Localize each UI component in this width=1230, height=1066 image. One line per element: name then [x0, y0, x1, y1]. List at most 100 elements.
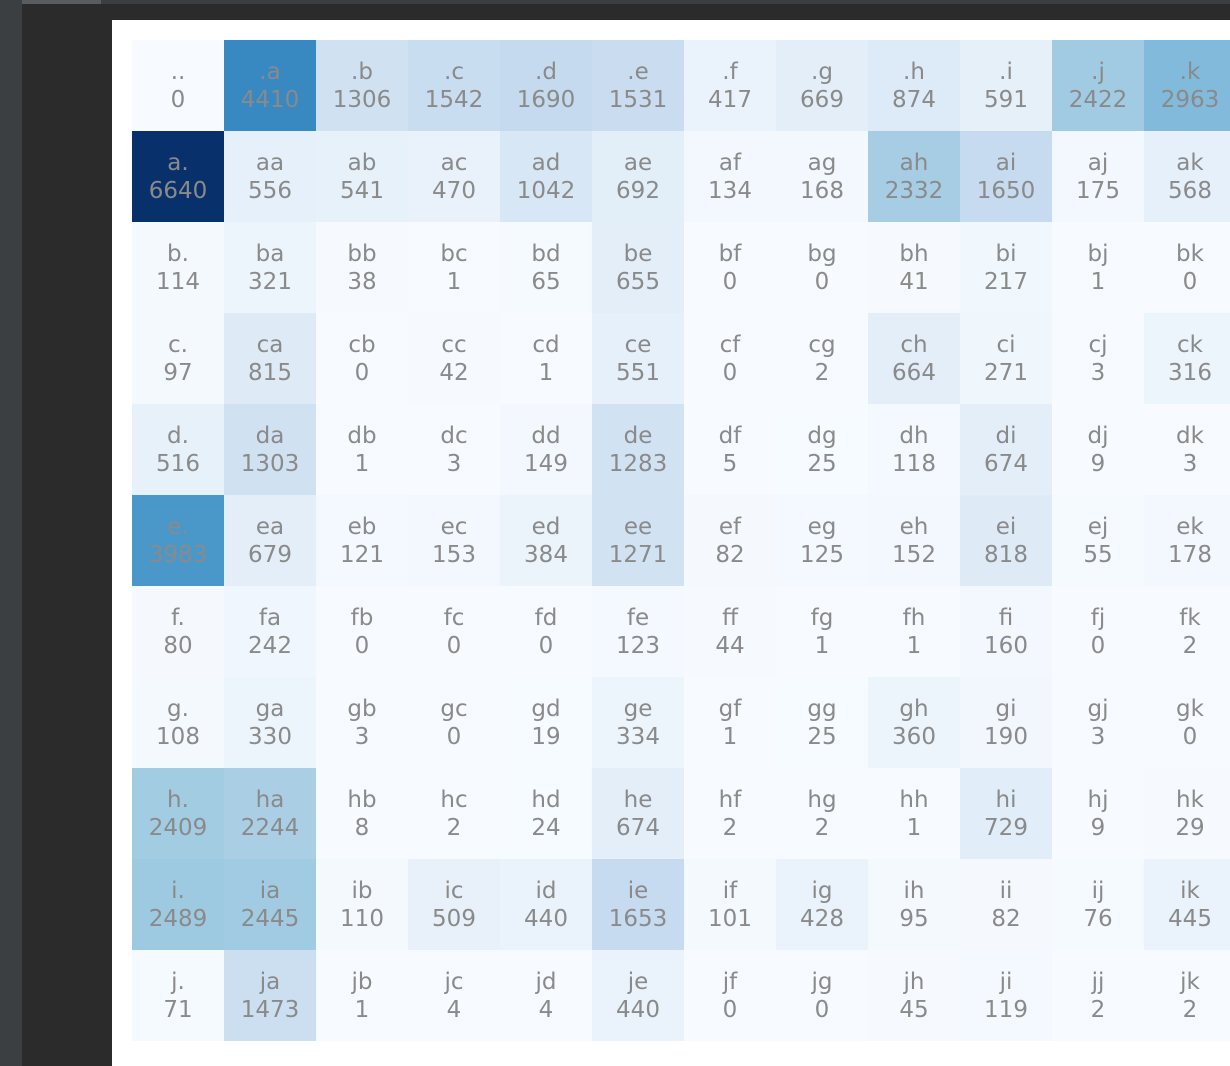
cell-bigram-label: gg	[807, 696, 836, 722]
cell-bigram-label: hi	[996, 787, 1017, 813]
cell-bigram-label: .i	[999, 59, 1013, 85]
heatmap-cell	[592, 586, 684, 677]
heatmap-cell	[1052, 222, 1144, 313]
heatmap-cell	[960, 131, 1052, 222]
cell-bigram-label: ga	[256, 696, 285, 722]
cell-bigram-label: gi	[996, 696, 1017, 722]
heatmap-cell	[500, 768, 592, 859]
top-tab[interactable]	[22, 0, 101, 4]
heatmap-cell	[132, 222, 224, 313]
cell-bigram-label: hh	[899, 787, 928, 813]
cell-bigram-label: dj	[1088, 423, 1109, 449]
heatmap-cell	[500, 40, 592, 131]
cell-count-label: 9	[1091, 815, 1106, 841]
cell-count-label: 152	[892, 542, 936, 568]
cell-count-label: 655	[616, 269, 660, 295]
cell-count-label: 25	[807, 451, 836, 477]
cell-bigram-label: cd	[532, 332, 559, 358]
cell-count-label: 2409	[149, 815, 208, 841]
cell-count-label: 1	[539, 360, 554, 386]
heatmap-cell	[960, 950, 1052, 1041]
cell-count-label: 1	[815, 633, 830, 659]
cell-bigram-label: ji	[999, 969, 1013, 995]
cell-count-label: 0	[355, 360, 370, 386]
cell-count-label: 1042	[517, 178, 576, 204]
cell-bigram-label: h.	[167, 787, 189, 813]
cell-count-label: 1283	[609, 451, 668, 477]
cell-bigram-label: bc	[440, 241, 467, 267]
cell-count-label: 2445	[241, 906, 300, 932]
cell-bigram-label: dh	[899, 423, 928, 449]
cell-bigram-label: ak	[1176, 150, 1204, 176]
cell-count-label: 149	[524, 451, 568, 477]
cell-count-label: 110	[340, 906, 384, 932]
cell-bigram-label: fh	[903, 605, 926, 631]
cell-count-label: 19	[531, 724, 560, 750]
cell-count-label: 2489	[149, 906, 208, 932]
cell-count-label: 360	[892, 724, 936, 750]
heatmap-cell	[132, 586, 224, 677]
heatmap-cell	[868, 404, 960, 495]
cell-bigram-label: ff	[722, 605, 739, 631]
heatmap-cell	[592, 313, 684, 404]
cell-bigram-label: jf	[722, 969, 738, 995]
cell-count-label: 568	[1168, 178, 1212, 204]
cell-count-label: 168	[800, 178, 844, 204]
cell-bigram-label: fk	[1179, 605, 1201, 631]
cell-count-label: 108	[156, 724, 200, 750]
cell-bigram-label: ik	[1180, 878, 1200, 904]
cell-count-label: 1690	[517, 87, 576, 113]
cell-bigram-label: ba	[256, 241, 285, 267]
heatmap-cell	[224, 950, 316, 1041]
cell-count-label: 541	[340, 178, 384, 204]
cell-bigram-label: he	[624, 787, 653, 813]
heatmap-cell	[1144, 768, 1230, 859]
heatmap-cell	[868, 313, 960, 404]
cell-bigram-label: ic	[444, 878, 463, 904]
cell-bigram-label: de	[624, 423, 653, 449]
cell-count-label: 190	[984, 724, 1028, 750]
cell-bigram-label: ge	[624, 696, 653, 722]
heatmap-cell	[408, 404, 500, 495]
heatmap-cell	[1052, 313, 1144, 404]
cell-count-label: 118	[892, 451, 936, 477]
heatmap-cell	[316, 859, 408, 950]
heatmap-cell	[592, 495, 684, 586]
cell-bigram-label: jj	[1091, 969, 1105, 995]
cell-count-label: 1	[907, 633, 922, 659]
cell-bigram-label: ei	[996, 514, 1017, 540]
cell-bigram-label: b.	[167, 241, 189, 267]
cell-count-label: 45	[899, 997, 928, 1023]
cell-bigram-label: hf	[719, 787, 743, 813]
cell-count-label: 3	[1183, 451, 1198, 477]
heatmap-cell	[132, 950, 224, 1041]
cell-count-label: 134	[708, 178, 752, 204]
cell-count-label: 42	[439, 360, 468, 386]
heatmap-cell	[500, 677, 592, 768]
cell-bigram-label: cb	[348, 332, 375, 358]
cell-bigram-label: bg	[807, 241, 836, 267]
heatmap-cell	[1052, 404, 1144, 495]
cell-count-label: 2	[1091, 997, 1106, 1023]
cell-bigram-label: e.	[167, 514, 188, 540]
cell-bigram-label: be	[624, 241, 653, 267]
cell-bigram-label: .f	[722, 59, 738, 85]
cell-count-label: 0	[355, 633, 370, 659]
heatmap-cell	[1052, 586, 1144, 677]
cell-bigram-label: eb	[348, 514, 377, 540]
cell-bigram-label: fg	[811, 605, 834, 631]
cell-bigram-label: id	[536, 878, 557, 904]
heatmap-cell	[1144, 495, 1230, 586]
cell-count-label: 71	[163, 997, 192, 1023]
cell-bigram-label: ..	[171, 59, 186, 85]
cell-bigram-label: ag	[808, 150, 837, 176]
cell-count-label: 95	[899, 906, 928, 932]
cell-bigram-label: if	[723, 878, 738, 904]
cell-count-label: 178	[1168, 542, 1212, 568]
cell-count-label: 1306	[333, 87, 392, 113]
cell-bigram-label: dg	[807, 423, 836, 449]
cell-bigram-label: dd	[531, 423, 560, 449]
heatmap-cell	[960, 404, 1052, 495]
heatmap-cell	[776, 40, 868, 131]
cell-bigram-label: .d	[535, 59, 557, 85]
